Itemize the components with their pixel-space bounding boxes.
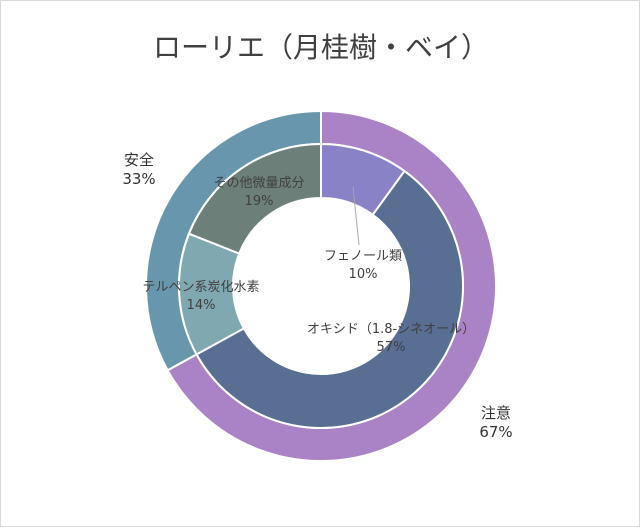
inner-slice-1-percent: 57% (377, 340, 406, 355)
inner-slice-1-label: オキシド（1.8-シネオール） (307, 322, 475, 337)
outer-slice-0-percent: 67% (479, 423, 512, 441)
leader-line (352, 186, 360, 246)
inner-slice-2-label: テルペン系炭化水素 (142, 280, 259, 295)
inner-slice-3-label: その他微量成分 (213, 176, 304, 191)
inner-slice-3 (187, 142, 322, 255)
chart-title: ローリエ（月桂樹・ベイ） (153, 31, 489, 64)
outer-slice-0-label: 注意 (481, 404, 511, 422)
inner-slice-1 (195, 169, 464, 429)
outer-slice-1-label: 安全 (124, 151, 154, 169)
inner-slice-0-percent: 10% (349, 267, 378, 282)
inner-slice-0-label: フェノール類 (324, 249, 402, 264)
outer-slice-1-percent: 33% (122, 170, 155, 188)
chart-slices (145, 109, 497, 462)
inner-slice-2-percent: 14% (187, 298, 216, 313)
inner-slice-3-percent: 19% (245, 194, 274, 209)
